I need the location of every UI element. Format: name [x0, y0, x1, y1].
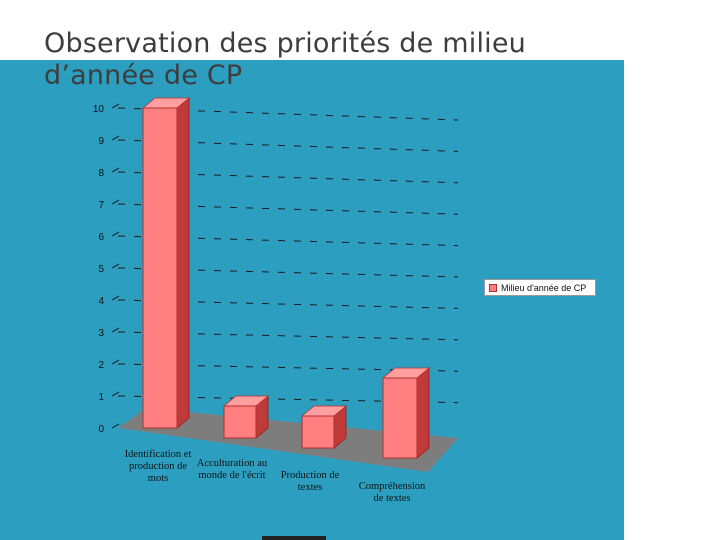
x-category-label-line: textes	[298, 482, 323, 493]
y-tick-label: 5	[98, 264, 104, 275]
bars	[141, 97, 431, 459]
x-category-label-line: Compréhension	[359, 481, 426, 492]
slide-background-panel	[0, 60, 624, 540]
slide-title: Observation des priorités de milieu d’an…	[44, 28, 526, 92]
x-category-label: Production de textes	[281, 470, 340, 493]
x-category-label: Acculturation au monde de l'écrit	[197, 458, 268, 481]
x-category-label-line: mots	[148, 473, 168, 484]
bottom-strip	[262, 536, 326, 540]
y-tick-mark	[111, 359, 120, 365]
x-category-label-line: Identification et	[125, 449, 192, 460]
x-category-label-line: Acculturation au	[197, 458, 268, 469]
y-tick-mark	[111, 103, 120, 109]
legend: Milieu d'année de CP	[484, 279, 596, 296]
y-tick-mark	[111, 199, 120, 205]
slide-title-line-2: d’année de CP	[44, 60, 243, 91]
chart-floor	[118, 408, 458, 472]
y-tick-label: 2	[98, 360, 104, 371]
bar	[223, 405, 257, 439]
y-tick-mark	[111, 135, 120, 141]
x-category-label: Compréhension de textes	[359, 481, 426, 504]
y-tick-mark	[111, 327, 120, 333]
x-axis-labels: Identification et production de motsAccult…	[125, 449, 426, 504]
legend-label: Milieu d'année de CP	[501, 282, 587, 293]
y-tick-label: 1	[98, 392, 104, 403]
y-tick-mark	[111, 423, 120, 429]
y-tick-label: 9	[98, 136, 104, 147]
x-category-label: Identification et production de mots	[125, 449, 192, 484]
legend-swatch	[489, 283, 497, 292]
y-tick-mark	[111, 263, 120, 269]
bar	[301, 415, 335, 449]
bar	[142, 107, 178, 429]
bar-side	[176, 97, 190, 429]
y-tick-mark	[111, 167, 120, 173]
x-category-label-line: de textes	[373, 493, 410, 504]
bar	[382, 377, 418, 459]
x-category-label-line: monde de l'écrit	[198, 470, 265, 481]
y-tick-label: 7	[98, 200, 104, 211]
y-axis: 0 1 2 3 4 5 6 7 8 9 10	[93, 103, 120, 435]
y-tick-label: 10	[93, 104, 105, 115]
y-tick-mark	[111, 295, 120, 301]
y-tick-label: 8	[98, 168, 104, 179]
y-tick-label: 6	[98, 232, 104, 243]
y-tick-label: 4	[98, 296, 104, 307]
x-category-label-line: Production de	[281, 470, 340, 481]
bar-side	[416, 367, 430, 459]
y-tick-mark	[111, 391, 120, 397]
y-tick-mark	[111, 231, 120, 237]
y-tick-label: 0	[98, 424, 104, 435]
y-tick-label: 3	[98, 328, 104, 339]
slide-title-line-1: Observation des priorités de milieu	[44, 28, 526, 59]
x-category-label-line: production de	[129, 461, 187, 472]
